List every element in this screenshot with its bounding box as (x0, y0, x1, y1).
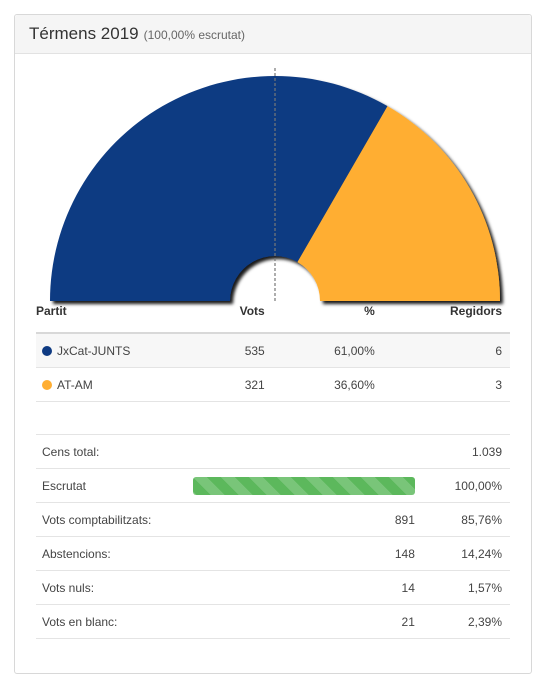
stats-table: Cens total: 1.039 Escrutat 100,00% Vots … (36, 434, 510, 639)
card-header: Térmens 2019 (100,00% escrutat) (15, 15, 531, 54)
stat-value: 1.039 (416, 434, 510, 469)
stat-row-valid: Vots comptabilitzats: 891 85,76% (36, 502, 510, 537)
seats-chart-svg (50, 68, 501, 301)
counted-progress-fill (193, 477, 415, 495)
stat-label: Vots en blanc: (36, 604, 194, 639)
stat-count: 21 (193, 604, 417, 639)
stat-pct: 14,24% (416, 536, 510, 571)
stat-value: 100,00% (416, 468, 510, 503)
seats-cell: 3 (382, 367, 510, 402)
col-party-header: Partit (36, 304, 67, 318)
seats-chart (15, 54, 531, 319)
stat-label: Vots comptabilitzats: (36, 502, 194, 537)
seat-slice-at-am[interactable] (297, 106, 501, 301)
stat-row-counted: Escrutat 100,00% (36, 468, 510, 503)
counted-subtitle: (100,00% escrutat) (143, 28, 246, 42)
stat-count: 148 (193, 536, 417, 571)
votes-cell: 535 (162, 333, 273, 368)
stat-row-abstentions: Abstencions: 148 14,24% (36, 536, 510, 571)
party-cell: AT-AM (36, 367, 163, 402)
party-name: AT-AM (57, 377, 93, 392)
municipality-title: Térmens 2019 (29, 24, 139, 43)
results-table: Partit Vots % Regidors JxCat-JUNTS 535 6… (36, 290, 510, 402)
counted-progress-bar (193, 476, 416, 495)
stat-count: 14 (193, 570, 417, 605)
stat-count: 891 (193, 502, 417, 537)
col-votes-header: Vots (239, 304, 265, 318)
pct-cell: 36,60% (272, 367, 383, 402)
stat-pct: 1,57% (416, 570, 510, 605)
table-row: AT-AM 321 36,60% 3 (36, 367, 510, 402)
party-cell: JxCat-JUNTS (36, 333, 163, 368)
stat-label: Vots nuls: (36, 570, 194, 605)
stat-label: Abstencions: (36, 536, 194, 571)
stat-row-null: Vots nuls: 14 1,57% (36, 570, 510, 605)
col-pct-header: % (364, 304, 375, 318)
party-color-dot (42, 345, 52, 356)
seats-cell: 6 (382, 333, 510, 368)
stat-label: Cens total: (36, 434, 194, 469)
results-card: Térmens 2019 (100,00% escrutat) Partit V… (14, 14, 532, 674)
stat-row-blank: Vots en blanc: 21 2,39% (36, 604, 510, 639)
votes-cell: 321 (162, 367, 273, 402)
party-color-dot (42, 379, 52, 390)
stat-label: Escrutat (36, 468, 194, 503)
party-name: JxCat-JUNTS (57, 343, 131, 358)
table-row: JxCat-JUNTS 535 61,00% 6 (36, 333, 510, 368)
seat-slice-jxcat-junts[interactable] (50, 76, 388, 301)
stat-row-census: Cens total: 1.039 (36, 434, 510, 469)
col-seats-header: Regidors (449, 304, 502, 318)
stat-pct: 85,76% (416, 502, 510, 537)
stat-pct: 2,39% (416, 604, 510, 639)
pct-cell: 61,00% (272, 333, 383, 368)
